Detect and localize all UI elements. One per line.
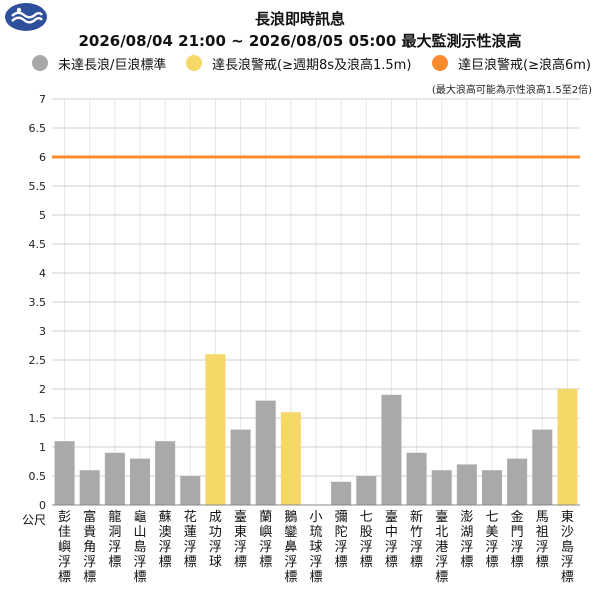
bar: [130, 458, 150, 505]
x-tick-label: 小琉球浮標: [309, 510, 323, 585]
x-tick-label: 蘭嶼浮標: [259, 510, 273, 570]
y-axis-label: 公尺: [22, 513, 46, 527]
x-tick-label: 東沙島浮標: [560, 510, 574, 585]
x-tick-label: 新竹浮標: [410, 510, 424, 570]
x-tick-label: 臺中浮標: [384, 510, 398, 570]
y-tick-label: 3: [39, 325, 46, 338]
legend-swatch-huge-wave: [432, 55, 448, 71]
bar: [431, 470, 452, 505]
bar: [482, 470, 502, 505]
x-tick-label: 臺東浮標: [234, 510, 248, 570]
bar: [155, 441, 176, 505]
bar: [532, 429, 553, 505]
y-tick-label: 4.5: [29, 238, 47, 251]
legend-label-huge-wave: 達巨浪警戒(≥浪高6m): [458, 58, 591, 73]
x-tick-label: 蘇澳浮標: [158, 510, 172, 570]
x-tick-label: 七美浮標: [485, 510, 499, 570]
x-tick-label: 臺北港浮標: [435, 510, 449, 585]
y-tick-label: 6: [39, 151, 46, 164]
bar: [381, 394, 402, 505]
legend-label-normal: 未達長浪/巨浪標準: [58, 58, 167, 73]
x-tick-label: 澎湖浮標: [460, 510, 474, 570]
bar: [331, 481, 352, 505]
x-tick-label: 龍洞浮標: [108, 510, 122, 570]
bar: [456, 464, 477, 505]
bar: [180, 476, 201, 505]
y-tick-label: 2: [39, 383, 46, 396]
x-tick-label: 彭佳嶼浮標: [58, 510, 72, 585]
y-tick-label: 1.5: [29, 412, 47, 425]
bar: [230, 429, 251, 505]
chart-note: (最大浪高可能為示性浪高1.5至2倍): [431, 85, 592, 96]
x-tick-label: 富貴角浮標: [83, 510, 97, 585]
x-tick-label: 成功浮球: [208, 510, 222, 570]
y-tick-label: 5.5: [29, 180, 47, 193]
bar: [205, 354, 226, 505]
legend-label-long-wave: 達長浪警戒(≥週期8s及浪高1.5m): [212, 58, 412, 73]
x-tick-label: 金門浮標: [510, 510, 524, 570]
y-tick-label: 5: [39, 209, 46, 222]
legend-swatch-long-wave: [186, 55, 202, 71]
bar: [255, 400, 276, 505]
x-tick-label: 龜山島浮標: [133, 510, 147, 585]
bar: [507, 458, 528, 505]
y-tick-label: 0: [39, 499, 46, 512]
legend-swatch-normal: [32, 55, 48, 71]
y-tick-label: 1: [39, 441, 46, 454]
x-tick-label: 彌陀浮標: [334, 510, 348, 570]
bar: [280, 412, 301, 505]
x-tick-label: 七股浮標: [359, 510, 373, 570]
chart-title: 長浪即時訊息: [254, 10, 345, 28]
cwa-logo-icon: [5, 3, 47, 31]
x-tick-label: 馬祖浮標: [535, 510, 549, 570]
y-tick-label: 0.5: [29, 470, 47, 483]
y-tick-label: 4: [39, 267, 46, 280]
y-tick-label: 2.5: [29, 354, 47, 367]
bar: [79, 470, 100, 505]
bar: [406, 452, 427, 505]
y-tick-label: 7: [39, 93, 46, 106]
x-tick-label: 鵝鑾鼻浮標: [284, 510, 298, 585]
chart-subtitle: 2026/08/04 21:00 ~ 2026/08/05 05:00 最大監測…: [78, 32, 522, 50]
bar: [54, 441, 75, 505]
y-tick-label: 6.5: [29, 122, 47, 135]
bar: [104, 452, 125, 505]
bar: [356, 476, 377, 505]
x-tick-label: 花蓮浮標: [183, 510, 197, 570]
legend: 未達長浪/巨浪標準 達長浪警戒(≥週期8s及浪高1.5m) 達巨浪警戒(≥浪高6…: [0, 53, 600, 73]
bar: [557, 389, 578, 505]
y-tick-label: 3.5: [29, 296, 47, 309]
